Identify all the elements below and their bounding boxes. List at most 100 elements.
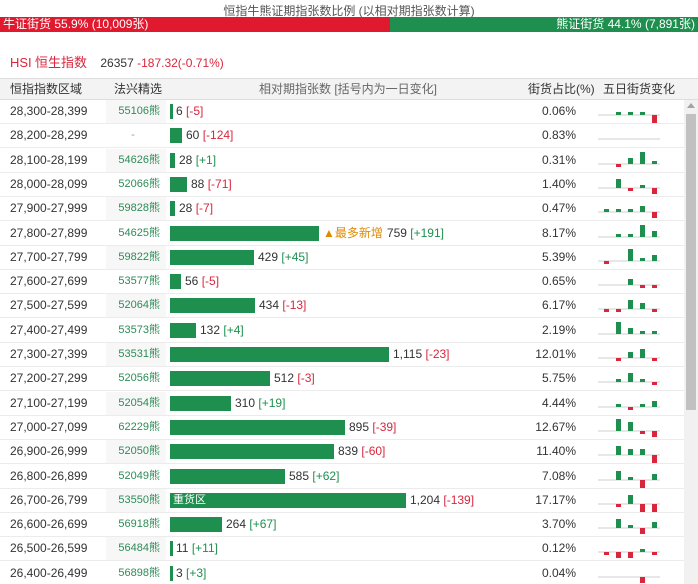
issuer-code-link[interactable]: 54625熊 xyxy=(118,226,160,239)
issuer-code-link[interactable]: 53577熊 xyxy=(118,275,160,288)
sparkline-bar xyxy=(652,254,657,261)
index-range-cell: 27,000-27,099 xyxy=(10,419,88,434)
quantity-bar-cell: 3 [+3] xyxy=(170,562,526,584)
daily-change-value: [+11] xyxy=(191,541,218,556)
table-row: 28,200-28,299 - 60 [-124] 0.83% xyxy=(0,124,684,149)
quantity-label: 1,115 [-23] xyxy=(393,343,450,366)
issuer-code-link[interactable]: 53550熊 xyxy=(106,488,166,512)
daily-change-value: [+67] xyxy=(249,517,277,532)
issuer-code-link[interactable]: 59822熊 xyxy=(106,245,166,269)
issuer-code-link[interactable]: 62229熊 xyxy=(118,420,160,433)
sparkline-bar xyxy=(628,209,633,213)
issuer-code-link[interactable]: 52056熊 xyxy=(118,372,160,385)
table-row: 26,500-26,599 56484熊 11 [+11] 0.12% xyxy=(0,537,684,562)
daily-change-value: [-7] xyxy=(195,201,214,216)
quantity-value: 132 xyxy=(200,322,221,337)
quantity-bar-cell: 434 [-13] xyxy=(170,294,526,317)
sparkline-bar xyxy=(628,233,633,237)
header-five-day-change: 五日街货变化 xyxy=(603,82,676,96)
issuer-code-link[interactable]: 59828熊 xyxy=(106,197,166,221)
index-name[interactable]: 恒生指数 xyxy=(35,55,88,70)
index-code[interactable]: HSI xyxy=(10,55,32,70)
outstanding-pct-cell: 1.40% xyxy=(541,176,576,191)
sparkline-bar xyxy=(652,430,657,437)
quantity-bar xyxy=(170,419,345,435)
sparkline-bar xyxy=(652,503,657,512)
sparkline-bar xyxy=(616,209,621,213)
issuer-code-link[interactable]: 52064熊 xyxy=(106,294,166,318)
header-outstanding-pct: 街货占比(%) xyxy=(528,82,595,96)
quantity-bar xyxy=(170,128,182,144)
sparkline-bar xyxy=(628,552,633,559)
sparkline-bar xyxy=(640,430,645,434)
sparkline-bar xyxy=(604,260,609,264)
quantity-value: 264 xyxy=(226,517,247,532)
sparkline-bar xyxy=(616,446,621,456)
quantity-bar-cell: ▲最多新增 759 [+191] xyxy=(170,222,526,245)
issuer-code-link[interactable]: 52050熊 xyxy=(106,440,166,464)
issuer-code-link[interactable]: 52066熊 xyxy=(118,177,160,190)
quantity-label: 512 [-3] xyxy=(274,367,315,390)
issuer-code-link: - xyxy=(131,129,135,142)
quantity-bar xyxy=(170,298,255,314)
quantity-bar xyxy=(170,249,254,265)
bull-ratio-label: 牛证街货 xyxy=(3,17,52,31)
cbbc-distribution-table: 恒指指数区域 法兴精选 相对期指张数 [括号内为一日变化] 街货占比(%) 五日… xyxy=(0,78,698,584)
daily-change-value: [+4] xyxy=(223,322,244,337)
issuer-code-link[interactable]: 55106熊 xyxy=(106,100,166,123)
quantity-value: 60 xyxy=(186,128,200,143)
outstanding-pct-cell: 17.17% xyxy=(535,492,576,507)
issuer-code-link[interactable]: 53573熊 xyxy=(118,323,160,336)
issuer-code-link[interactable]: 52054熊 xyxy=(106,391,166,415)
issuer-code-link[interactable]: 56898熊 xyxy=(118,566,160,579)
quantity-value: 310 xyxy=(235,395,256,410)
quantity-bar xyxy=(170,541,173,557)
quantity-bar-cell: 895 [-39] xyxy=(170,416,526,439)
index-range-cell: 28,200-28,299 xyxy=(10,128,88,143)
index-range-cell: 28,300-28,399 xyxy=(10,104,88,118)
bear-ratio-pct: 44.1% xyxy=(607,17,642,31)
quantity-bar-cell: 88 [-71] xyxy=(170,173,526,196)
five-day-change-chart xyxy=(598,294,662,317)
index-range-cell: 27,600-27,699 xyxy=(10,274,88,289)
quantity-label: 585 [+62] xyxy=(289,465,339,488)
issuer-code-link[interactable]: 56918熊 xyxy=(118,518,160,531)
bear-ratio-segment: 熊证街货 44.1% (7,891张) xyxy=(390,17,698,32)
sparkline-bar xyxy=(640,330,645,334)
five-day-change-chart xyxy=(598,367,662,390)
index-range-cell: 26,800-26,899 xyxy=(10,468,88,483)
quantity-bar-cell: 6 [-5] xyxy=(170,100,526,123)
table-row: 27,600-27,699 53577熊 56 [-5] 0.65% xyxy=(0,270,684,295)
outstanding-pct-cell: 2.19% xyxy=(541,322,576,337)
outstanding-pct-cell: 12.01% xyxy=(535,347,576,361)
sparkline-bar xyxy=(640,576,645,583)
quantity-value: 512 xyxy=(274,371,295,386)
sparkline-bar xyxy=(652,400,657,407)
bull-ratio-segment: 牛证街货 55.9% (10,009张) xyxy=(0,17,391,32)
index-quote: HSI 恒生指数 26357 -187.32(-0.71%) xyxy=(10,52,224,71)
issuer-code-link[interactable]: 53531熊 xyxy=(106,343,166,366)
sparkline-bar xyxy=(640,206,645,213)
sparkline-bar xyxy=(652,330,657,334)
sparkline-bar xyxy=(652,522,657,529)
issuer-code-link[interactable]: 56484熊 xyxy=(106,537,166,561)
issuer-code-link[interactable]: 52049熊 xyxy=(118,469,160,482)
sparkline-bar xyxy=(616,309,621,313)
sparkline-bar xyxy=(616,403,621,407)
sparkline-bar xyxy=(640,403,645,407)
issuer-code-link[interactable]: 54626熊 xyxy=(106,148,166,172)
sparkline-bar xyxy=(616,503,621,507)
sparkline-bar xyxy=(652,358,657,361)
daily-change-value: [-5] xyxy=(186,104,204,118)
daily-change-value: [-3] xyxy=(297,371,315,386)
sparkline-bar xyxy=(628,157,633,164)
quantity-value: 1,204 xyxy=(410,492,441,507)
scrollbar-thumb[interactable] xyxy=(686,114,696,410)
sparkline-bar xyxy=(652,309,657,313)
quantity-bar-cell: 512 [-3] xyxy=(170,367,526,390)
vertical-scrollbar[interactable] xyxy=(684,100,698,584)
quantity-value: 6 xyxy=(176,104,183,118)
scroll-up-arrow-icon[interactable] xyxy=(687,103,695,108)
index-range-cell: 26,900-26,999 xyxy=(10,444,88,459)
five-day-change-chart xyxy=(598,537,662,560)
